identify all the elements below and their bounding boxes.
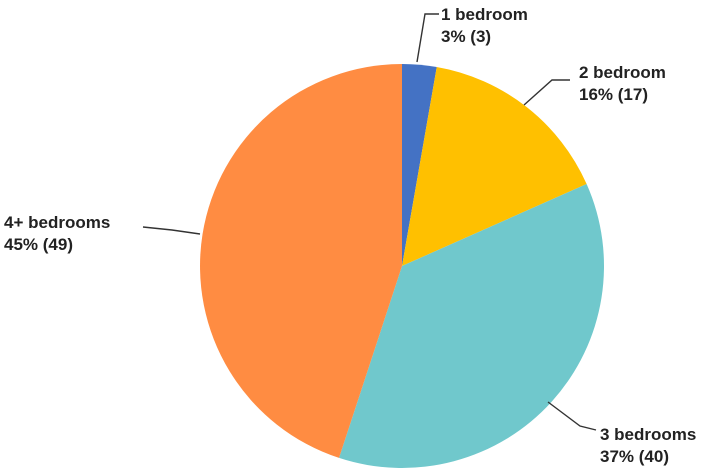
leader-lines	[142, 13, 597, 431]
leader-line-3	[547, 401, 597, 431]
pie-slice-1	[402, 63, 437, 266]
pie-slice-3	[339, 184, 605, 468]
slice-value-label: 3% (3)	[441, 27, 491, 46]
leader-line-2	[523, 79, 570, 106]
pie-slices	[200, 63, 605, 468]
slice-category-label: 4+ bedrooms	[4, 213, 110, 232]
slice-value-label: 45% (49)	[4, 235, 73, 254]
slice-value-label: 16% (17)	[579, 85, 648, 104]
slice-labels: 1 bedroom 3% (3) 2 bedroom 16% (17) 3 bedroo…	[4, 5, 696, 466]
leader-line-1	[416, 13, 439, 63]
slice-category-label: 1 bedroom	[441, 5, 528, 24]
slice-category-label: 3 bedrooms	[600, 425, 696, 444]
pie-slice-2	[402, 67, 587, 266]
leader-line-4	[142, 226, 201, 235]
slice-value-label: 37% (40)	[600, 447, 669, 466]
pie-slice-4	[200, 64, 402, 458]
slice-category-label: 2 bedroom	[579, 63, 666, 82]
